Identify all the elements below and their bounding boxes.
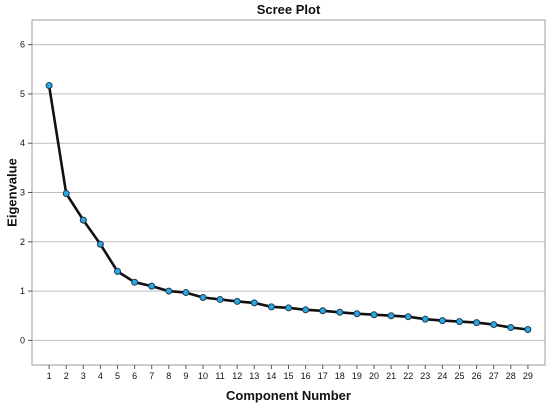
x-tick-label: 7 (149, 371, 154, 381)
x-tick-label: 12 (232, 371, 242, 381)
data-point (285, 304, 292, 312)
y-axis-title: Eigenvalue (4, 158, 19, 227)
data-point (182, 289, 190, 297)
x-tick-label: 28 (506, 371, 516, 381)
data-point (319, 307, 327, 315)
x-tick-label: 8 (166, 371, 171, 381)
data-point (438, 317, 446, 325)
x-tick-label: 29 (523, 371, 533, 381)
data-point (62, 189, 70, 197)
x-tick-label: 24 (437, 371, 447, 381)
data-point (45, 82, 53, 90)
series-group (45, 82, 532, 334)
x-tick-label: 11 (215, 371, 224, 381)
x-tick-label: 22 (403, 371, 413, 381)
data-point (524, 326, 532, 334)
x-tick-label: 26 (472, 371, 482, 381)
x-tick-label: 23 (420, 371, 430, 381)
x-tick-label: 4 (98, 371, 103, 381)
data-point (148, 282, 156, 290)
x-tick-label: 2 (64, 371, 69, 381)
y-tick-label: 1 (20, 286, 25, 296)
data-point (370, 311, 378, 319)
data-point (216, 295, 224, 303)
data-point (267, 303, 275, 311)
y-tick-label: 3 (20, 188, 25, 198)
x-tick-label: 16 (301, 371, 311, 381)
x-tick-label: 3 (81, 371, 86, 381)
x-tick-label: 6 (132, 371, 137, 381)
y-tick-label: 2 (20, 237, 25, 247)
x-tick-label: 14 (266, 371, 276, 381)
x-tick-label: 18 (335, 371, 345, 381)
data-point (404, 313, 412, 321)
x-tick-label: 17 (318, 371, 328, 381)
data-point (302, 306, 310, 314)
data-point (79, 216, 87, 224)
x-tick-label: 10 (198, 371, 208, 381)
data-point (507, 324, 515, 332)
data-point (250, 299, 258, 307)
data-point (336, 308, 344, 316)
y-tick-label: 6 (20, 40, 25, 50)
y-tick-label: 4 (20, 138, 25, 148)
x-tick-label: 9 (183, 371, 188, 381)
data-point (165, 287, 173, 295)
x-tick-label: 5 (115, 371, 120, 381)
data-point (233, 297, 241, 305)
data-point (421, 315, 429, 323)
gridlines (32, 44, 545, 341)
data-point (456, 318, 463, 326)
x-axis-title: Component Number (226, 388, 351, 403)
x-tick-label: 13 (249, 371, 259, 381)
x-tick-label: 21 (386, 371, 396, 381)
x-tick-label: 19 (352, 371, 362, 381)
data-point (387, 312, 395, 320)
x-tick-label: 27 (489, 371, 499, 381)
x-tick-label: 15 (283, 371, 293, 381)
data-point (199, 293, 207, 301)
data-point (353, 310, 361, 318)
data-point (96, 240, 104, 248)
x-tick-label: 25 (454, 371, 464, 381)
data-point (114, 267, 121, 275)
chart-title: Scree Plot (257, 2, 321, 17)
y-tick-label: 5 (20, 89, 25, 99)
x-tick-label: 20 (369, 371, 379, 381)
data-point (473, 319, 481, 327)
data-point (490, 321, 498, 329)
x-tick-label: 1 (47, 371, 52, 381)
data-point (131, 278, 139, 286)
y-tick-label: 0 (20, 335, 25, 345)
